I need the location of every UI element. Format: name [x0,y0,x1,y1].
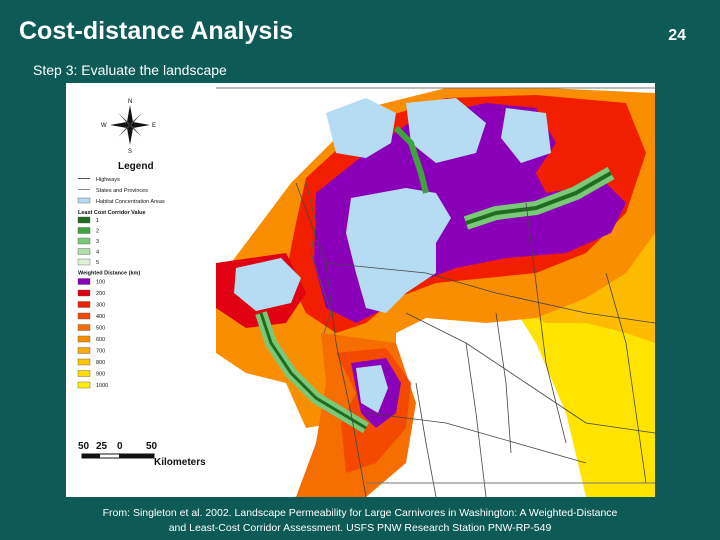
legend-swatch-distance [77,335,91,343]
scale-unit: Kilometers [154,457,206,468]
legend-swatch-distance [77,381,91,389]
scale-tick-50-right: 50 [146,441,158,452]
scale-tick-50-left: 50 [78,441,90,452]
legend-swatch-item [77,197,91,204]
puget-sound-coast [305,182,332,334]
compass-w: W [101,123,107,129]
corridor-north [393,125,429,194]
scale-tick-25: 25 [96,441,108,452]
legend-rows: Highways States and Provinces Habitat Conc… [77,177,165,389]
compass-rose-icon: N S E W [101,99,156,155]
habitat-area-north-cascades [326,98,396,158]
legend-swatch-distance [77,324,91,331]
slide-subtitle: Step 3: Evaluate the landscape [33,62,227,78]
caption-line-1: From: Singleton et al. 2002. Landscape P… [102,507,618,519]
legend-item-label: States and Provinces [96,188,148,194]
legend-item-label: Habitat Concentration Areas [96,199,165,205]
compass-n: N [128,99,132,105]
legend-distance-label: 300 [96,303,105,309]
habitat-area-central-cascades [346,188,451,313]
legend-distance-label: 200 [96,291,105,297]
habitat-area-south-cascades [356,365,388,413]
legend-swatch-distance [77,358,91,366]
scale-tick-0: 0 [117,441,123,452]
legend-distance-label: 900 [96,372,105,378]
compass-s: S [128,149,132,155]
corridor-southwest-core [259,312,367,430]
legend-swatch-distance [77,278,91,285]
legend-corridor-header: Least Cost Corridor Value [78,210,146,216]
legend-distance-header: Weighted Distance (km) [78,271,140,277]
legend-swatch-corridor [77,216,91,224]
habitat-area-north-central [406,98,486,163]
legend-distance-label: 800 [96,360,105,366]
legend-title: Legend [118,161,154,172]
legend-distance-label: 100 [96,280,105,286]
legend-corridor-label: 2 [96,229,99,235]
figure-caption: From: Singleton et al. 2002. Landscape P… [40,506,680,536]
legend-swatch-distance [77,347,91,354]
highways [295,182,655,497]
slide-title: Cost-distance Analysis [19,17,294,45]
legend-swatch-distance [77,312,91,320]
scale-bar: 50 25 0 50 Kilometers [78,441,206,468]
legend-corridor-label: 3 [96,239,99,245]
legend-distance-label: 600 [96,337,105,343]
legend-swatch-corridor [77,227,91,234]
cost-distance-map: N S E W Legend Highways States and Provin… [66,83,655,497]
legend-distance-label: 1000 [96,383,108,389]
legend-distance-label: 700 [96,349,105,355]
corridor-east-core [465,171,612,225]
legend-swatch-corridor [77,248,91,255]
caption-line-2: and Least-Cost Corridor Assessment. USFS… [168,522,552,534]
habitat-area-northeast [501,108,551,163]
legend-swatch-corridor [77,237,91,245]
legend-item-label: Highways [96,177,120,183]
habitat-area-olympics [234,258,301,311]
legend-distance-label: 500 [96,326,105,332]
legend-swatch-corridor [77,258,91,266]
legend-swatch-distance [77,289,91,297]
compass-e: E [152,123,156,129]
legend-corridor-label: 1 [96,218,99,224]
state-border [216,87,655,484]
legend-corridor-label: 4 [96,250,99,256]
slide-number: 24 [668,27,686,44]
legend-swatch-distance [77,370,91,377]
legend-corridor-label: 5 [96,260,99,266]
legend-distance-label: 400 [96,314,105,320]
legend-swatch-distance [77,301,91,308]
